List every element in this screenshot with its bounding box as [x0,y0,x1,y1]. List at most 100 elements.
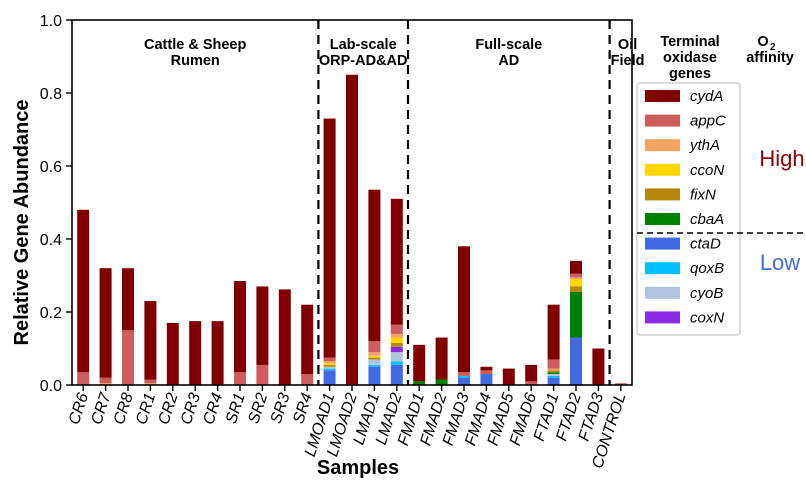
y-tick-label: 0.6 [40,159,62,176]
bar-segment [323,361,336,364]
bar-segment [323,364,336,367]
bar-segment [189,321,202,386]
bar-segment [592,348,605,385]
bar-segment [525,364,538,382]
bar-segment [547,304,560,360]
bar-segment [413,344,426,382]
bar-segment [570,291,582,338]
y-axis-title: Relative Gene Abundance [11,100,33,346]
group-label: Lab-scale [330,37,397,53]
legend-swatch [645,90,680,102]
bar-segment [547,377,560,385]
bar-segment [435,379,448,385]
legend-swatch [645,114,680,127]
bar-segment [77,372,90,385]
bar-segment [570,279,582,287]
bar-segment [166,322,179,385]
legend-entry-label: cydA [690,88,723,105]
bar-segment [323,363,336,365]
affinity-title-o: O [757,34,768,50]
bar-segment [390,343,403,347]
bar-segment [390,364,403,385]
bar-segment [502,368,515,385]
bar-segment [301,304,314,375]
bar-segment [390,198,403,325]
bar-segment [547,370,560,373]
y-tick-label: 0.8 [40,86,62,103]
bar-segment [77,209,90,373]
legend-swatch [645,163,680,176]
bar-segment [144,383,157,385]
bar-segment [368,364,381,367]
bar-segment [547,368,560,371]
bar-segment [390,361,403,365]
legend-entry-label: fixN [690,186,716,203]
bar-segment [570,286,582,292]
bar-segment [99,383,112,385]
bar-segment [323,368,336,371]
bar-segment [458,246,470,373]
legend-entry-label: coxN [690,309,724,326]
bar-segment [346,74,358,385]
plot-area: 0.00.20.40.60.81.0CR6CR7CR8CR1CR2CR3CR4S… [11,13,633,479]
bar-segment [368,189,381,342]
affinity-title: affinity [746,50,794,66]
legend-entry-label: ccoN [690,162,724,179]
group-label: Field [611,53,645,69]
bar-segment [256,364,269,385]
bar-segment [547,359,560,369]
bar-segment [122,330,134,385]
bar-segment [435,337,448,380]
bar-segment [144,379,157,384]
y-tick-label: 0.4 [40,232,62,249]
bar-segment [390,346,403,353]
affinity-title-subscript: 2 [770,42,776,53]
group-label: Full-scale [475,37,542,53]
bar-segment [323,357,336,362]
bar-segment [144,301,157,380]
legend-swatch [645,311,680,324]
bar-segment [390,352,403,362]
bar-segment [570,273,582,278]
y-tick-label: 0.0 [40,378,62,395]
low-affinity-label: Low [760,250,800,275]
bar-segment [234,280,246,373]
group-label: Cattle & Sheep [144,37,246,53]
bar-segment [99,268,112,378]
bar-segment [368,366,381,385]
legend-swatch [645,237,680,250]
legend-swatch [645,213,680,225]
legend-entry-label: qoxB [690,260,724,277]
group-label: ORP-AD&AD [319,53,408,69]
bar-segment [122,268,134,331]
bar-segment [547,375,560,378]
bar-segment [480,374,493,385]
high-affinity-label: High [759,146,804,171]
legend-title: oxidase [663,50,717,66]
group-label: AD [498,53,519,69]
x-axis-title: Samples [317,457,399,479]
legend-swatch [645,286,680,299]
bar-segment [368,341,381,353]
bar-segment [570,260,582,274]
bar-segment [547,374,560,376]
bar-segment [211,321,224,386]
bar-segment [413,381,426,385]
bar-segment [390,324,403,334]
legend-entry-label: appC [690,113,726,130]
bar-segment [614,383,627,385]
bar-segment [570,277,582,280]
bar-segment [525,381,538,385]
bar-segment [323,366,336,369]
bar-segment [458,377,470,385]
bar-segment [278,289,291,385]
y-tick-label: 0.2 [40,305,62,322]
legend-swatch [645,262,680,275]
bar-segment [458,372,470,376]
bar-segment [301,374,314,385]
bar-segment [99,377,112,384]
group-label: Rumen [171,53,220,69]
bar-segment [323,370,336,385]
